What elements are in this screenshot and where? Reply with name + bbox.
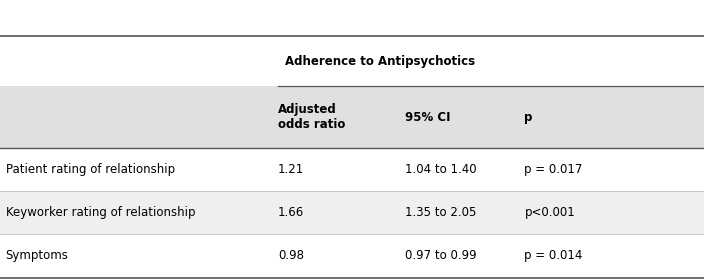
Text: Patient rating of relationship: Patient rating of relationship — [6, 163, 175, 176]
Text: 1.35 to 2.05: 1.35 to 2.05 — [405, 206, 476, 219]
Bar — [0, 191, 704, 234]
Text: 95% CI: 95% CI — [405, 111, 451, 124]
Text: p = 0.017: p = 0.017 — [524, 163, 583, 176]
Text: Adherence to Antipsychotics: Adherence to Antipsychotics — [285, 55, 475, 68]
Text: 1.04 to 1.40: 1.04 to 1.40 — [405, 163, 477, 176]
Text: p = 0.014: p = 0.014 — [524, 249, 583, 263]
Text: 0.98: 0.98 — [278, 249, 304, 263]
Text: Adjusted
odds ratio: Adjusted odds ratio — [278, 103, 346, 131]
Text: 0.97 to 0.99: 0.97 to 0.99 — [405, 249, 477, 263]
Text: 1.21: 1.21 — [278, 163, 304, 176]
Text: p: p — [524, 111, 533, 124]
Text: p<0.001: p<0.001 — [524, 206, 575, 219]
Bar — [0, 148, 704, 191]
Bar — [0, 86, 704, 148]
Text: Keyworker rating of relationship: Keyworker rating of relationship — [6, 206, 195, 219]
Bar — [0, 234, 704, 278]
Text: 1.66: 1.66 — [278, 206, 304, 219]
Text: Symptoms: Symptoms — [6, 249, 68, 263]
